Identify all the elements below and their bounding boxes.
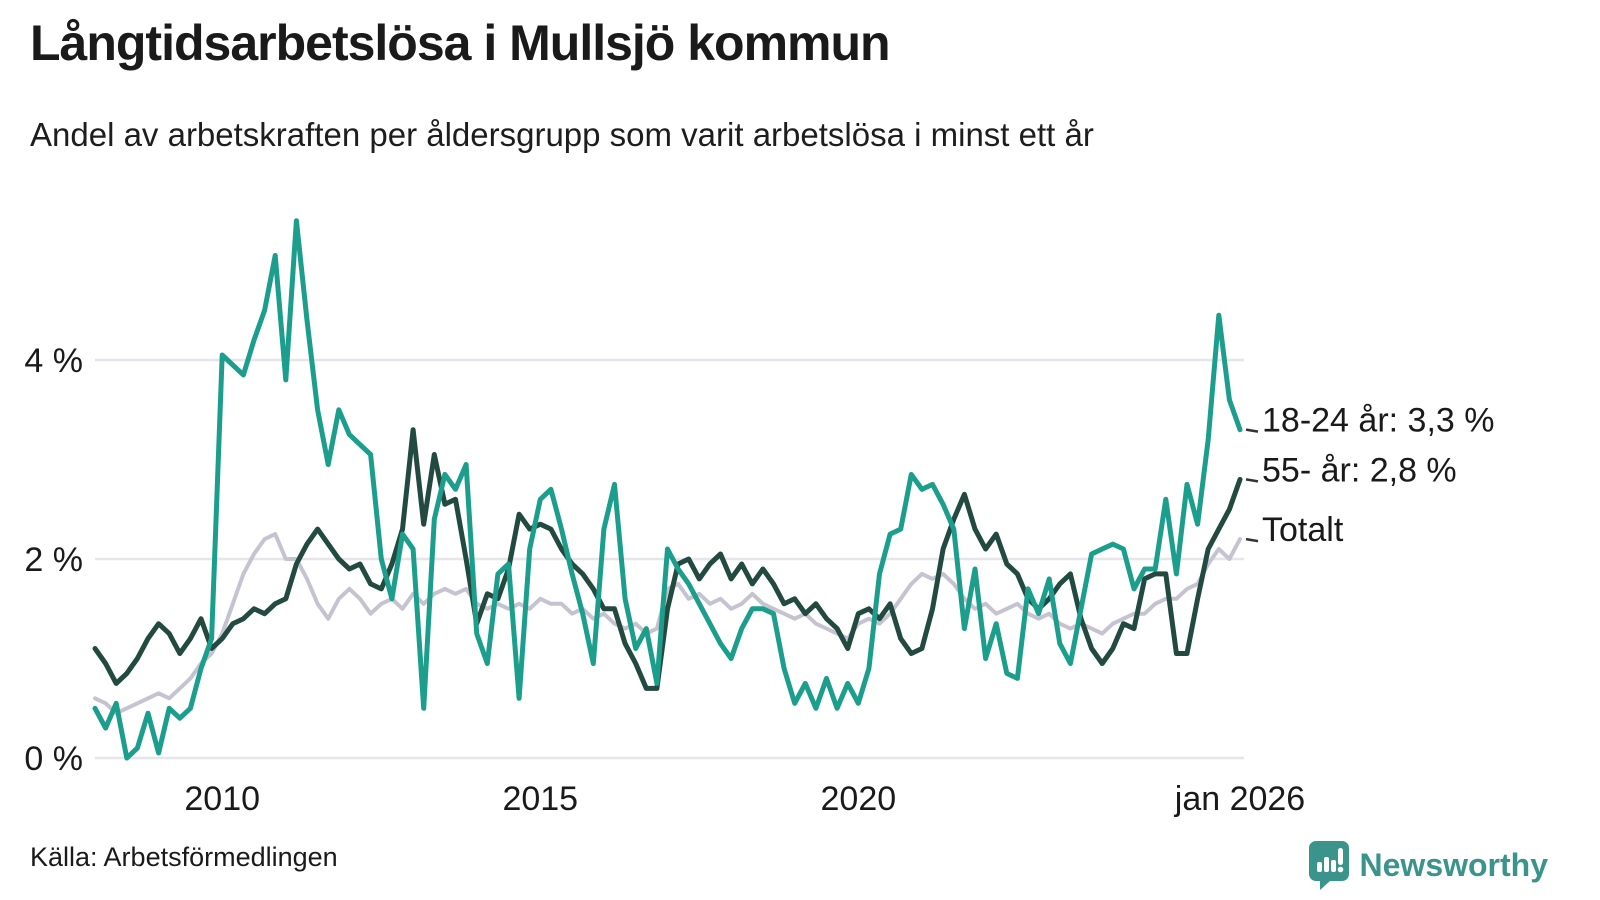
page-title: Långtidsarbetslösa i Mullsjö kommun	[30, 15, 891, 71]
legend-connector	[1245, 478, 1259, 483]
legend-label-totalt: Totalt	[1262, 511, 1344, 549]
x-tick-label: 2010	[184, 780, 260, 818]
series-line-55-r	[92, 427, 1243, 691]
legend-connector	[1245, 537, 1259, 543]
newsworthy-logo[interactable]: Newsworthy	[1308, 840, 1548, 890]
x-tick-label: jan 2026	[1174, 780, 1305, 818]
legend-label-55-r: 55- år: 2,8 %	[1262, 451, 1457, 489]
page-subtitle: Andel av arbetskraften per åldersgrupp s…	[30, 116, 1094, 153]
newsworthy-wordmark: Newsworthy	[1359, 846, 1548, 883]
legend-label-18-24-r: 18-24 år: 3,3 %	[1262, 402, 1494, 440]
y-tick-label: 2 %	[24, 541, 83, 579]
series-line-totalt	[93, 532, 1242, 716]
x-tick-label: 2020	[821, 780, 897, 818]
x-tick-label: 2015	[502, 780, 578, 818]
y-tick-label: 4 %	[24, 342, 83, 380]
y-tick-label: 0 %	[24, 740, 83, 778]
series-line-18-24-r	[92, 218, 1243, 761]
legend-connector	[1245, 428, 1259, 433]
newsworthy-icon	[1308, 841, 1349, 890]
source-text: Källa: Arbetsförmedlingen	[30, 842, 338, 872]
